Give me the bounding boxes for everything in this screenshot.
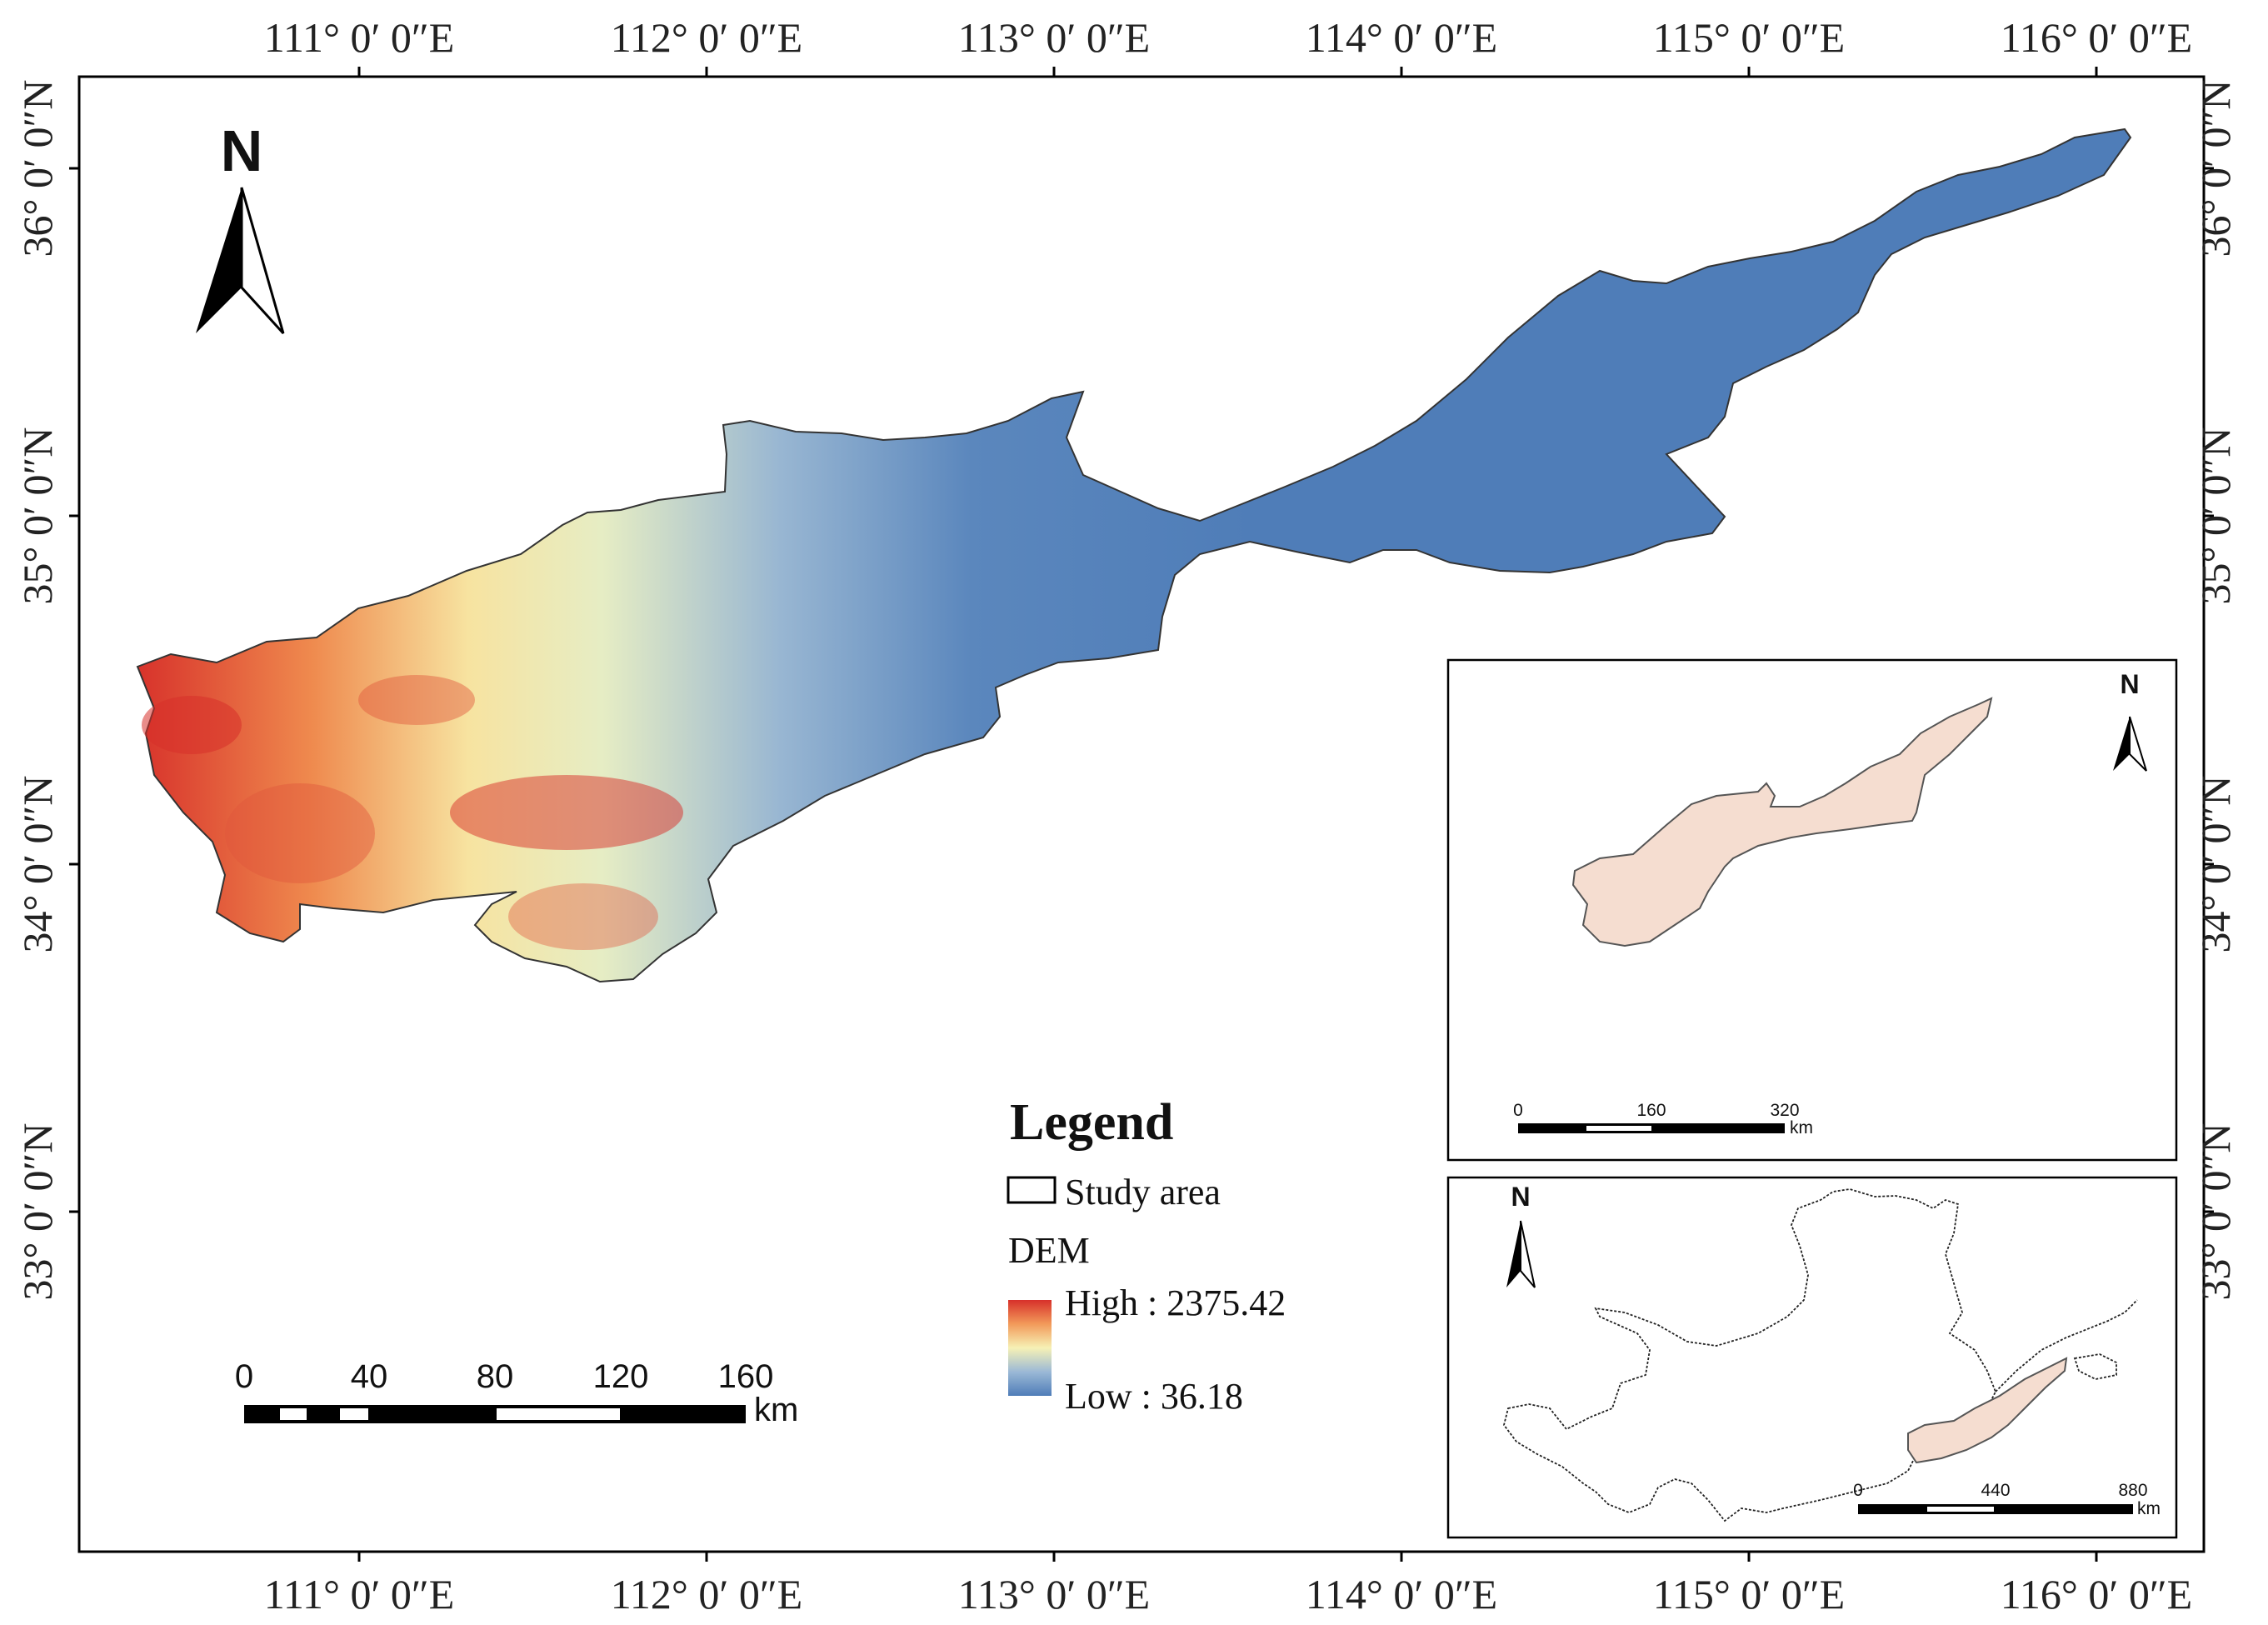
lat-label-left-1: 36° 0′ 0″N bbox=[14, 80, 61, 258]
lon-label-top-4: 114° 0′ 0″E bbox=[1306, 14, 1497, 61]
lon-label-bottom-3: 113° 0′ 0″E bbox=[958, 1571, 1150, 1618]
inset-basin-scale-0: 0 bbox=[1853, 1481, 1863, 1500]
inset-regional-scale-0: 0 bbox=[1513, 1101, 1523, 1120]
lon-label-top-1: 111° 0′ 0″E bbox=[264, 14, 455, 61]
inset-regional-scale-320: 320 bbox=[1770, 1101, 1799, 1120]
study-area-dem bbox=[136, 128, 2132, 983]
legend-title: Legend bbox=[1010, 1094, 1173, 1151]
lat-label-left-3: 34° 0′ 0″N bbox=[14, 776, 61, 953]
lon-label-bottom-4: 114° 0′ 0″E bbox=[1306, 1571, 1497, 1618]
north-label: N bbox=[221, 118, 263, 183]
inset-basin-scale-440: 440 bbox=[1981, 1481, 2010, 1500]
lon-label-top-2: 112° 0′ 0″E bbox=[611, 14, 802, 61]
scale-label-120: 120 bbox=[593, 1358, 649, 1395]
scale-label-0: 0 bbox=[235, 1358, 253, 1395]
inset-basin-river-east bbox=[1995, 1299, 2138, 1392]
high-elevation-zone-mountains bbox=[508, 883, 658, 950]
graticule-ticks bbox=[69, 67, 2214, 1562]
legend-low: Low : 36.18 bbox=[1065, 1376, 1243, 1417]
scale-label-40: 40 bbox=[351, 1358, 388, 1395]
lat-label-left-2: 35° 0′ 0″N bbox=[14, 428, 61, 605]
scale-bar: 0 40 80 120 160 km bbox=[235, 1358, 798, 1428]
lon-label-bottom-6: 116° 0′ 0″E bbox=[2001, 1571, 2192, 1618]
inset-regional-map: N 0 160 320 km bbox=[1446, 658, 2178, 1162]
legend-dem: DEM bbox=[1008, 1230, 1090, 1271]
legend-high: High : 2375.42 bbox=[1065, 1282, 1286, 1323]
legend: Legend Study area DEM High : 2375.42 Low… bbox=[1007, 1094, 1286, 1417]
inset-basin-north-label: N bbox=[1511, 1182, 1530, 1212]
legend-study-area: Study area bbox=[1065, 1172, 1221, 1212]
lat-label-right-4: 33° 0′ 0″N bbox=[2192, 1123, 2239, 1301]
high-elevation-zone-central bbox=[358, 675, 475, 725]
high-elevation-zone-west bbox=[142, 696, 242, 754]
inset-regional-scale-unit: km bbox=[1790, 1118, 1813, 1138]
scale-unit: km bbox=[754, 1392, 798, 1428]
inset-basin-loop bbox=[2073, 1353, 2117, 1380]
inset-basin-outline bbox=[1503, 1188, 1996, 1522]
inset-regional-north-arrow: N bbox=[2113, 669, 2147, 772]
inset-basin-north-arrow: N bbox=[1506, 1182, 1536, 1288]
lon-label-top-6: 116° 0′ 0″E bbox=[2001, 14, 2192, 61]
lon-label-bottom-2: 112° 0′ 0″E bbox=[611, 1571, 802, 1618]
lon-label-bottom-1: 111° 0′ 0″E bbox=[264, 1571, 455, 1618]
inset-regional-study-area bbox=[1571, 697, 1993, 948]
inset-basin-scale-bar: 0 440 880 km bbox=[1853, 1481, 2161, 1518]
dem-color-ramp bbox=[1008, 1300, 1052, 1396]
high-elevation-zone-south bbox=[450, 775, 683, 850]
inset-basin-study-area bbox=[1907, 1357, 2068, 1464]
lat-label-right-2: 35° 0′ 0″N bbox=[2192, 428, 2239, 605]
lon-label-top-5: 115° 0′ 0″E bbox=[1653, 14, 1845, 61]
inset-regional-north-label: N bbox=[2120, 669, 2139, 699]
lat-label-right-3: 34° 0′ 0″N bbox=[2192, 776, 2239, 953]
lat-label-right-1: 36° 0′ 0″N bbox=[2192, 80, 2239, 258]
lat-label-left-4: 33° 0′ 0″N bbox=[14, 1123, 61, 1301]
inset-regional-scale-bar: 0 160 320 km bbox=[1513, 1101, 1813, 1138]
lon-label-bottom-5: 115° 0′ 0″E bbox=[1653, 1571, 1845, 1618]
inset-basin-map: N 0 440 880 km bbox=[1446, 1176, 2178, 1539]
inset-basin-scale-880: 880 bbox=[2118, 1481, 2147, 1500]
inset-regional-scale-160: 160 bbox=[1636, 1101, 1666, 1120]
scale-label-160: 160 bbox=[718, 1358, 774, 1395]
high-elevation-zone-southwest bbox=[225, 783, 375, 883]
inset-basin-scale-unit: km bbox=[2137, 1499, 2161, 1518]
scale-label-80: 80 bbox=[477, 1358, 514, 1395]
lon-label-top-3: 113° 0′ 0″E bbox=[958, 14, 1150, 61]
north-arrow: N bbox=[196, 118, 285, 335]
study-area-swatch bbox=[1007, 1176, 1057, 1204]
